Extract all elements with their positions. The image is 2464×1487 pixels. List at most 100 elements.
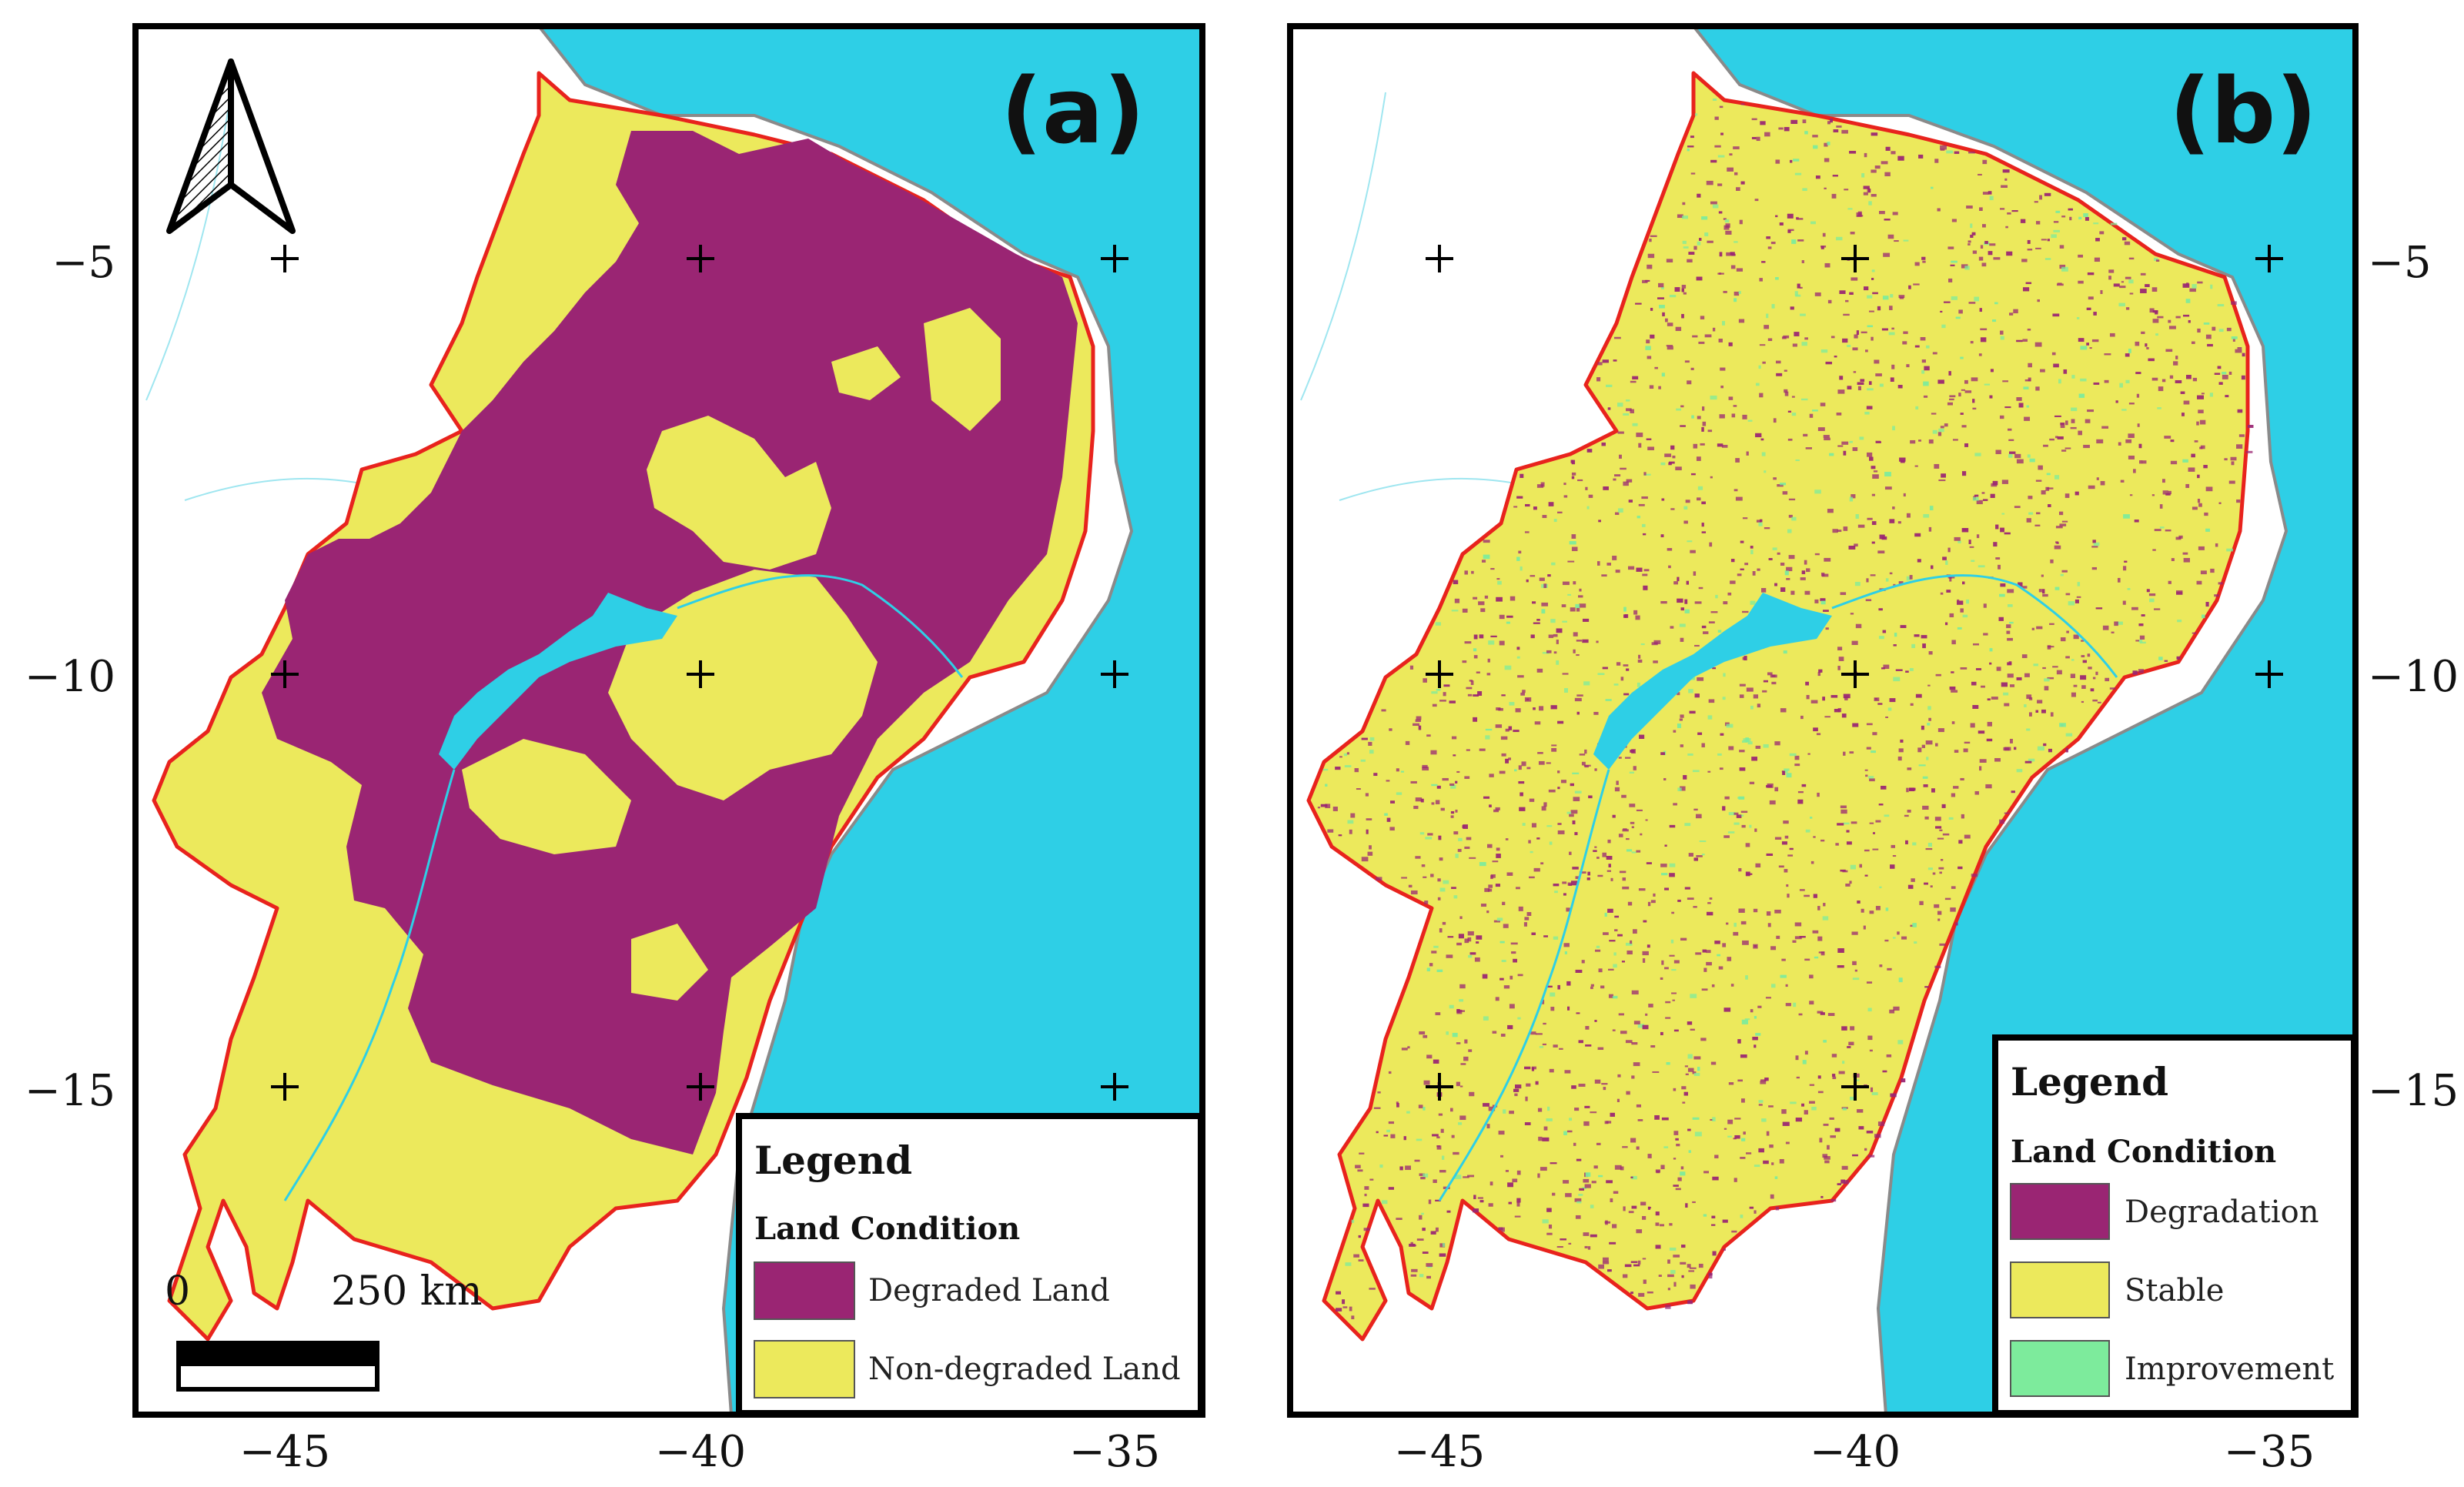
degradation-speckle [1771,681,1777,685]
degradation-speckle [1648,1004,1653,1007]
degradation-speckle [1663,1146,1669,1148]
degradation-speckle [1742,517,1748,520]
degradation-speckle [1637,682,1640,687]
degradation-speckle [1361,737,1368,740]
degradation-speckle [1922,643,1926,649]
degradation-speckle [1469,1091,1475,1097]
degradation-speckle [2086,307,2091,310]
degradation-speckle [1971,681,1977,686]
degradation-speckle [1785,1003,1791,1007]
degradation-speckle [1633,1264,1640,1267]
degradation-speckle [1745,1152,1752,1155]
degradation-speckle [1866,723,1873,726]
degradation-speckle [1723,290,1727,293]
degradation-speckle [2115,400,2118,403]
degradation-speckle [2090,688,2095,692]
degradation-speckle [2007,662,2012,666]
degradation-speckle [1738,291,1741,294]
degradation-speckle [1887,707,1892,711]
degradation-speckle [1920,336,1926,341]
degradation-speckle [1467,693,1473,697]
degradation-speckle [1526,698,1530,701]
degradation-speckle [1739,767,1746,771]
degradation-speckle [1616,662,1621,666]
stable-patch-a6 [631,924,708,1001]
degradation-speckle [1909,575,1913,580]
degradation-speckle [2210,568,2215,573]
degradation-speckle [1968,243,1971,246]
degradation-speckle [1432,703,1437,707]
degradation-speckle [1843,450,1847,456]
degradation-speckle [1799,286,1803,289]
degradation-speckle [1552,1192,1556,1196]
degradation-speckle [1861,173,1865,178]
degradation-speckle [2049,438,2054,441]
degradation-speckle [1499,640,1505,646]
degradation-speckle [2148,358,2155,362]
degradation-speckle [1659,305,1665,309]
degradation-speckle [1701,743,1705,747]
degradation-speckle [1685,1073,1689,1076]
degradation-speckle [2036,626,2043,630]
degradation-speckle [2002,169,2010,173]
degradation-speckle [1897,1040,1904,1044]
degradation-speckle [2041,574,2044,577]
degradation-speckle [1784,391,1789,396]
degradation-speckle [1813,727,1818,732]
degradation-speckle [1691,415,1694,419]
degradation-speckle [2006,624,2011,629]
degradation-speckle [1564,1070,1571,1074]
degradation-speckle [1396,1103,1399,1108]
degradation-speckle [1457,848,1462,852]
degradation-speckle [1964,379,1968,384]
degradation-speckle [1885,578,1889,582]
degradation-speckle [1687,897,1694,901]
degradation-speckle [1718,966,1723,970]
degradation-speckle [1509,702,1515,706]
degradation-speckle [1941,324,1946,329]
legend-b-title: Legend [2011,1059,2168,1104]
degradation-speckle [1453,895,1458,899]
degradation-speckle [2153,608,2161,610]
degradation-speckle [1739,683,1746,687]
degradation-speckle [2151,494,2155,496]
degradation-speckle [2231,461,2235,466]
degradation-speckle [1410,890,1418,895]
degradation-speckle [1483,1103,1489,1107]
degradation-speckle [1722,1219,1728,1223]
degradation-speckle [2128,433,2135,439]
degradation-speckle [1796,218,1804,220]
degradation-speckle [1866,406,1873,409]
degradation-speckle [1951,793,1956,797]
degradation-speckle [1780,587,1786,592]
degradation-speckle [1583,1178,1590,1183]
degradation-speckle [2192,506,2198,510]
degradation-speckle [2180,391,2185,394]
degradation-speckle [1389,827,1395,831]
degradation-speckle [1467,931,1474,936]
degradation-speckle [2053,229,2061,232]
degradation-speckle [1626,849,1633,852]
degradation-speckle [1571,476,1575,480]
degradation-speckle [1523,922,1527,927]
legend-b: Legend Land Condition Degradation Stable… [1992,1034,2357,1416]
degradation-speckle [1974,494,1979,497]
degradation-speckle [2104,379,2109,383]
degradation-speckle [1405,1165,1411,1171]
degradation-speckle [1612,814,1616,818]
degradation-speckle [1574,790,1582,794]
x-tick-b-35: −35 [2224,1427,2315,1477]
degradation-speckle [1795,294,1801,297]
degradation-speckle [1935,743,1938,747]
degradation-speckle [2038,465,2043,470]
degradation-speckle [2052,666,2058,668]
degradation-speckle [1969,546,1974,548]
degradation-speckle [1907,767,1912,770]
degradation-speckle [1684,599,1688,604]
degradation-speckle [1728,746,1734,750]
degradation-speckle [1870,1087,1874,1092]
degradation-speckle [1502,901,1506,906]
degradation-speckle [2070,673,2075,679]
degradation-speckle [1508,726,1513,730]
degradation-speckle [1597,673,1605,676]
